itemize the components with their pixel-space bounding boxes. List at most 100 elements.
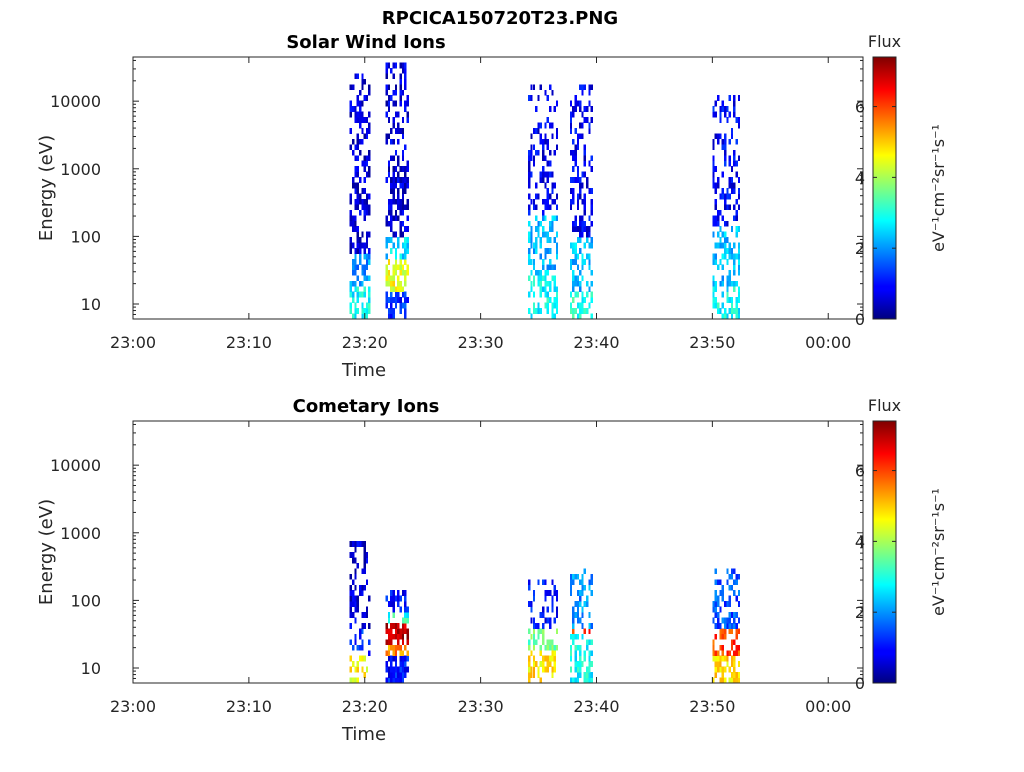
- heatmap-cell: [572, 149, 575, 156]
- heatmap-cell: [583, 209, 586, 216]
- heatmap-cell: [361, 666, 364, 673]
- heatmap-cell: [349, 106, 352, 112]
- x-tick-label: 23:30: [458, 333, 504, 352]
- heatmap-cell: [394, 628, 398, 635]
- heatmap-cell: [586, 666, 589, 673]
- heatmap-cell: [387, 209, 391, 216]
- heatmap-cell: [726, 204, 729, 211]
- heatmap-cell: [737, 672, 741, 678]
- heatmap-cell: [588, 623, 591, 629]
- heatmap-cell: [537, 672, 540, 678]
- heatmap-cell: [354, 188, 357, 194]
- heatmap-cell: [714, 111, 717, 118]
- heatmap-cell: [712, 617, 715, 624]
- heatmap-cell: [399, 677, 402, 684]
- heatmap-cell: [349, 215, 352, 222]
- heatmap-cell: [569, 655, 573, 662]
- heatmap-cell: [356, 601, 359, 607]
- heatmap-cell: [721, 617, 724, 624]
- heatmap-cell: [569, 677, 573, 684]
- heatmap-cell: [579, 231, 582, 238]
- heatmap-cell: [712, 160, 715, 167]
- heatmap-cell: [528, 677, 531, 684]
- heatmap-cell: [401, 291, 405, 298]
- heatmap-cell: [733, 677, 736, 684]
- heatmap-cell: [404, 62, 407, 69]
- heatmap-cell: [352, 177, 355, 183]
- heatmap-cell: [712, 677, 715, 684]
- heatmap-cell: [537, 122, 540, 129]
- heatmap-cell: [726, 601, 729, 607]
- heatmap-cell: [390, 95, 393, 101]
- heatmap-cell: [532, 198, 536, 205]
- heatmap-cell: [399, 182, 402, 189]
- colorbar-title: Flux: [868, 32, 901, 51]
- heatmap-cell: [363, 552, 366, 558]
- heatmap-cell: [721, 242, 724, 249]
- heatmap-cell: [586, 237, 589, 243]
- heatmap-cell: [532, 661, 536, 667]
- heatmap-cell: [392, 590, 395, 596]
- heatmap-cell: [401, 149, 405, 156]
- heatmap-cell: [532, 633, 536, 640]
- heatmap-cell: [354, 541, 357, 547]
- heatmap-cell: [404, 226, 407, 232]
- heatmap-cell: [544, 302, 547, 309]
- heatmap-cell: [546, 264, 549, 271]
- heatmap-cell: [551, 264, 554, 271]
- heatmap-cell: [363, 623, 366, 629]
- heatmap-cell: [721, 302, 724, 309]
- heatmap-cell: [394, 84, 398, 91]
- heatmap-cell: [714, 297, 717, 303]
- figure-title: RPCICA150720T23.PNG: [382, 8, 618, 29]
- heatmap-cell: [576, 666, 580, 673]
- heatmap-cell: [542, 612, 545, 618]
- heatmap-cell: [404, 182, 407, 189]
- heatmap-cell: [717, 95, 720, 101]
- y-axis-label: Energy (eV): [36, 499, 57, 605]
- heatmap-cell: [576, 166, 580, 172]
- heatmap-cell: [712, 106, 715, 112]
- heatmap-cell: [581, 302, 584, 309]
- heatmap-cell: [726, 623, 729, 629]
- heatmap-cell: [368, 308, 371, 314]
- heatmap-cell: [728, 666, 731, 673]
- heatmap-cell: [356, 144, 359, 151]
- heatmap-cell: [361, 242, 364, 249]
- heatmap-cell: [399, 672, 402, 678]
- heatmap-cell: [394, 286, 398, 293]
- heatmap-cell: [574, 253, 577, 260]
- x-tick-label: 23:20: [342, 333, 388, 352]
- heatmap-cell: [581, 84, 584, 91]
- heatmap-cell: [406, 650, 409, 657]
- heatmap-cell: [714, 259, 717, 265]
- heatmap-cell: [359, 280, 362, 287]
- heatmap-cell: [730, 182, 734, 189]
- heatmap-cell: [549, 171, 552, 178]
- heatmap-cell: [352, 269, 355, 276]
- heatmap-cell: [542, 661, 545, 667]
- heatmap-cell: [583, 84, 586, 91]
- heatmap-cell: [406, 111, 409, 118]
- plot-frame: [132, 420, 864, 684]
- heatmap-cell: [365, 209, 369, 216]
- heatmap-cell: [719, 666, 722, 673]
- heatmap-cell: [349, 584, 352, 591]
- heatmap-cell: [724, 149, 727, 156]
- heatmap-cell: [719, 606, 722, 613]
- heatmap-cell: [537, 220, 540, 227]
- heatmap-cell: [528, 644, 531, 651]
- heatmap-cell: [363, 269, 366, 276]
- heatmap-cell: [392, 171, 395, 178]
- heatmap-cell: [737, 617, 741, 624]
- heatmap-cell: [717, 264, 720, 271]
- heatmap-cell: [401, 286, 405, 293]
- heatmap-cell: [586, 308, 589, 314]
- heatmap-cell: [539, 628, 542, 635]
- heatmap-cell: [532, 84, 536, 91]
- heatmap-cell: [532, 291, 536, 298]
- heatmap-cell: [588, 215, 591, 222]
- heatmap-cell: [368, 171, 371, 178]
- heatmap-cell: [733, 259, 736, 265]
- heatmap-cell: [726, 117, 729, 123]
